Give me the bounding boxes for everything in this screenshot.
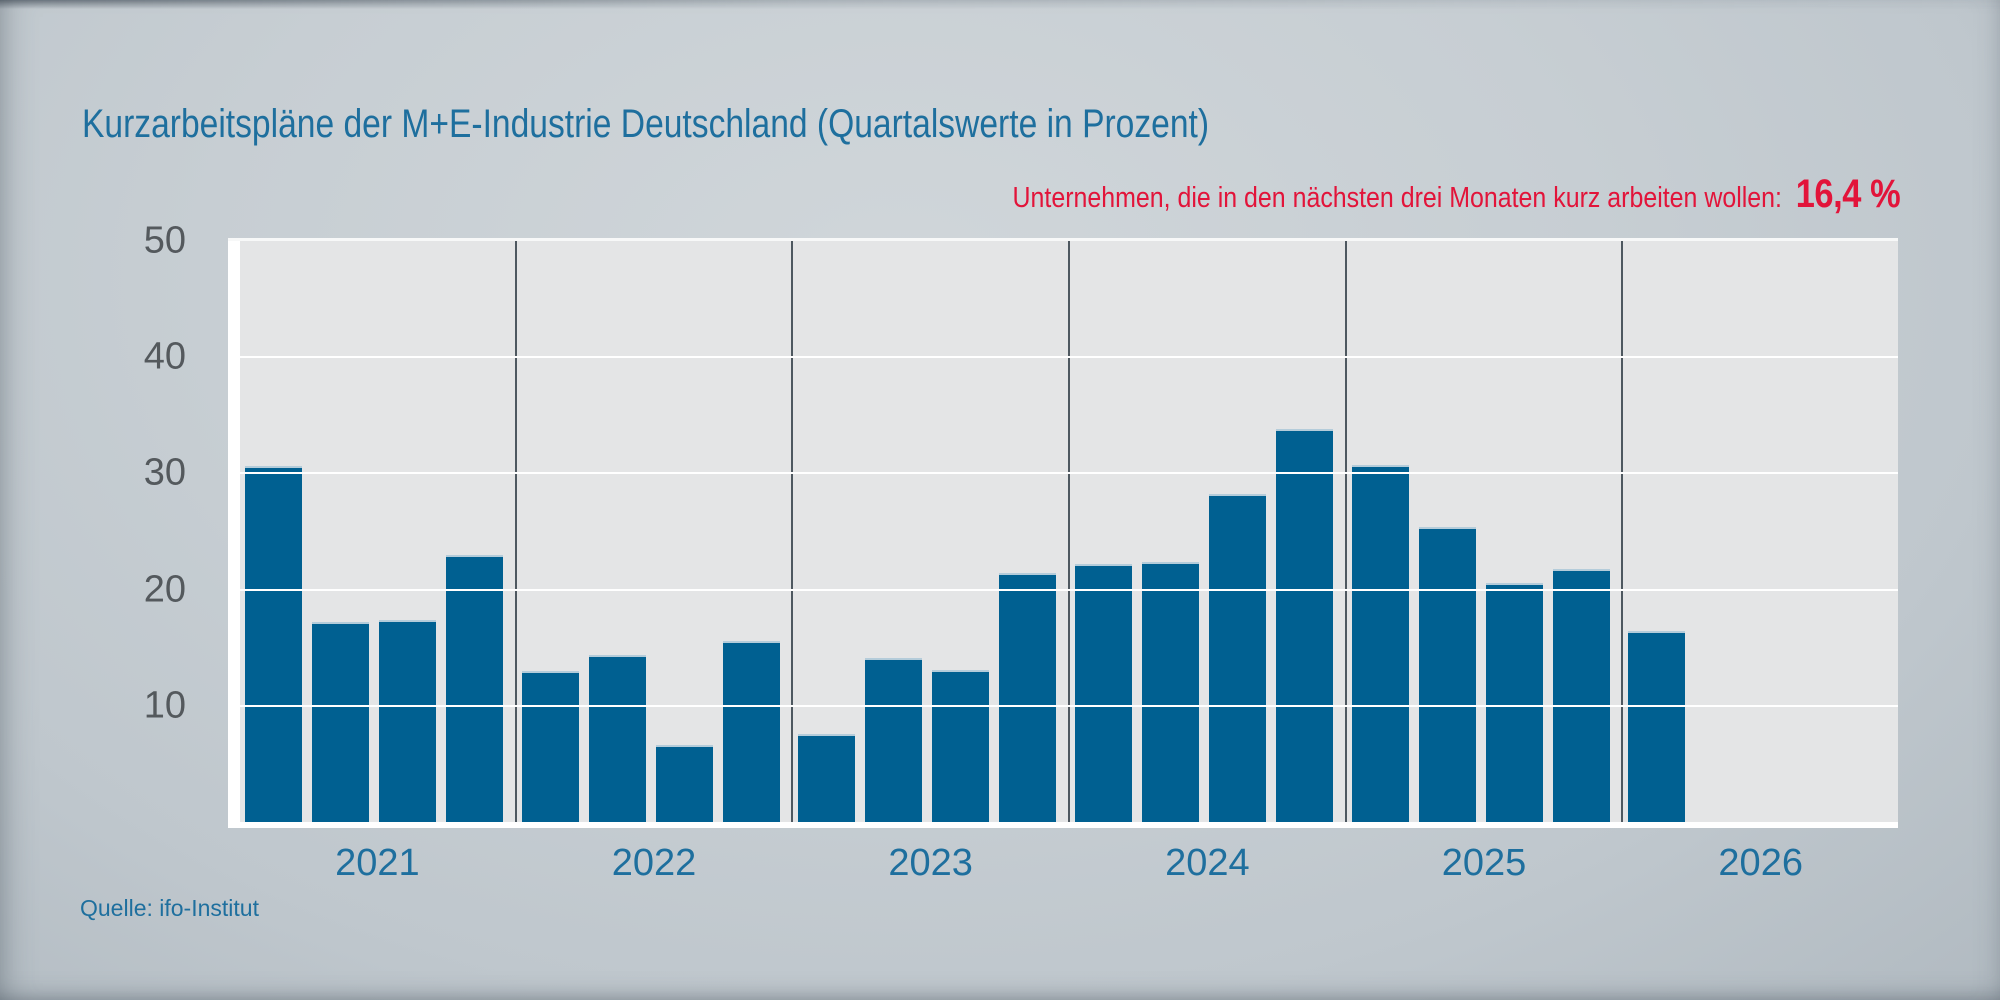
y-axis-line xyxy=(228,238,240,828)
gridline xyxy=(240,704,1898,707)
year-separator xyxy=(1621,241,1624,822)
year-group-2021: 2021 xyxy=(240,241,515,884)
bar-2022-q4 xyxy=(722,640,780,822)
bars-2021 xyxy=(240,241,515,822)
year-group-2024: 2024 xyxy=(1070,241,1345,884)
year-separator xyxy=(791,241,794,822)
bar-2022-q1 xyxy=(521,670,579,822)
bar-2025-q1 xyxy=(1351,465,1409,822)
bar-2025-q4 xyxy=(1552,568,1610,822)
bar-2023-q2 xyxy=(865,658,923,822)
bar-2023-q1 xyxy=(798,733,856,822)
bar-2024-q4 xyxy=(1276,429,1334,822)
bars-2023 xyxy=(793,241,1068,822)
year-separator xyxy=(1344,241,1347,822)
bar-2024-q1 xyxy=(1075,564,1133,822)
x-axis-line xyxy=(228,822,1898,828)
bar-2025-q3 xyxy=(1485,582,1543,822)
bars-2022 xyxy=(517,241,792,822)
year-separator xyxy=(514,241,517,822)
x-year-label-2023: 2023 xyxy=(888,842,973,884)
bar-2022-q2 xyxy=(588,654,646,822)
y-tick-label: 20 xyxy=(143,568,186,611)
y-tick-label: 10 xyxy=(143,684,186,727)
year-group-2026: 2026 xyxy=(1623,241,1898,884)
bar-2024-q3 xyxy=(1209,494,1267,822)
current-value-annotation: Unternehmen, die in den nächsten drei Mo… xyxy=(1012,172,1900,217)
x-year-label-2024: 2024 xyxy=(1165,842,1250,884)
bar-2024-q2 xyxy=(1142,561,1200,822)
y-tick-label: 30 xyxy=(143,451,186,494)
page-title: Kurzarbeitspläne der M+E-Industrie Deuts… xyxy=(82,101,1210,146)
x-year-label-2021: 2021 xyxy=(335,842,420,884)
source-note: Quelle: ifo-Institut xyxy=(80,895,259,921)
year-group-2025: 2025 xyxy=(1347,241,1622,884)
bar-2025-q2 xyxy=(1418,526,1476,822)
bar-2026-q1 xyxy=(1628,631,1686,822)
gridline xyxy=(240,356,1898,359)
gridline xyxy=(240,588,1898,591)
bar-2021-q1 xyxy=(245,466,302,822)
bar-2023-q3 xyxy=(932,669,990,822)
year-group-2023: 2023 xyxy=(793,241,1068,884)
bars-2026 xyxy=(1623,241,1898,822)
x-year-label-2022: 2022 xyxy=(611,842,697,884)
gridline xyxy=(240,472,1898,475)
y-tick-label: 40 xyxy=(143,335,186,378)
year-separator xyxy=(1068,241,1071,822)
annotation-label: Unternehmen, die in den nächsten drei Mo… xyxy=(1012,182,1782,214)
y-tick-label: 50 xyxy=(143,219,186,262)
year-columns: 2021 2022 2023 2024 2025 2026 xyxy=(240,241,1898,884)
plot-top-edge xyxy=(228,238,1898,241)
x-year-label-2026: 2026 xyxy=(1718,842,1803,884)
bar-2021-q3 xyxy=(379,619,436,822)
x-year-label-2025: 2025 xyxy=(1441,842,1527,884)
bar-2023-q4 xyxy=(999,573,1057,822)
bars-2024 xyxy=(1070,241,1345,822)
top-edge-shadow xyxy=(0,0,2000,9)
bar-2021-q2 xyxy=(312,622,369,822)
bar-2021-q4 xyxy=(446,554,503,822)
bar-chart-plot-area: 2021 2022 2023 2024 2025 2026 xyxy=(240,241,1898,884)
year-group-2022: 2022 xyxy=(517,241,792,884)
bars-2025 xyxy=(1347,241,1622,822)
y-axis: 50 40 30 20 10 xyxy=(0,220,186,822)
annotation-value: 16,4 % xyxy=(1795,172,1900,216)
bar-2022-q3 xyxy=(655,745,713,822)
